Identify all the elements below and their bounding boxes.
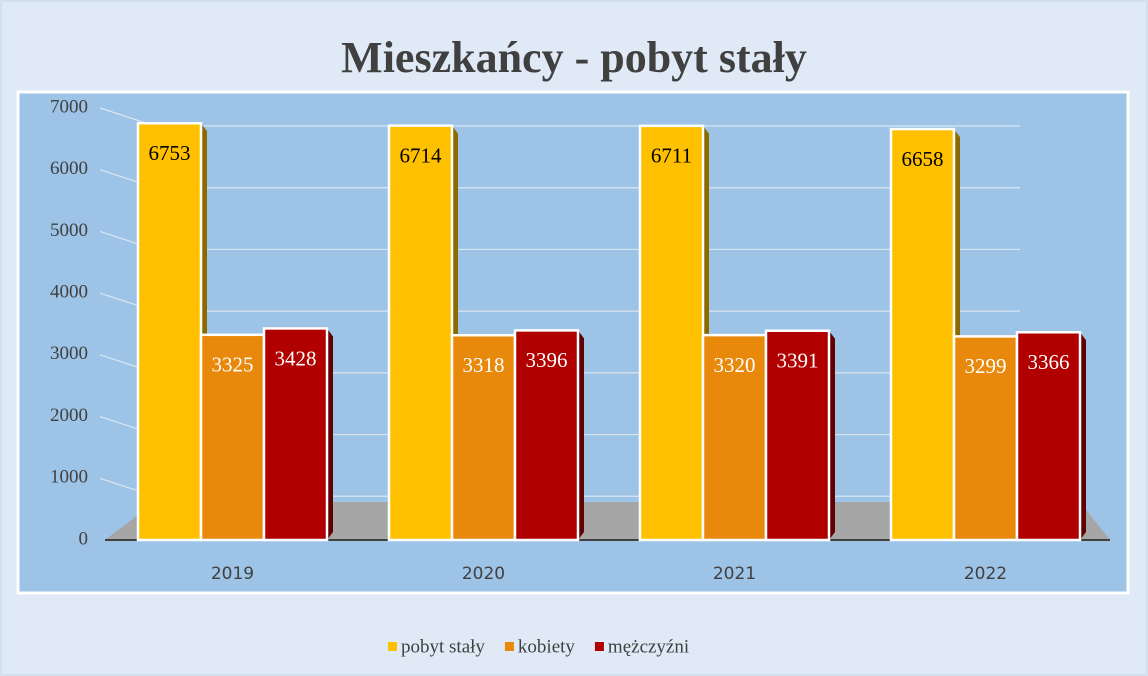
- bar: [889, 127, 956, 542]
- bar: [262, 327, 329, 542]
- bar: [199, 333, 266, 542]
- x-tick-label: 2019: [211, 564, 254, 584]
- y-tick-label: 7000: [50, 96, 88, 117]
- data-label: 3325: [212, 353, 254, 377]
- data-label: 3428: [275, 346, 317, 370]
- y-tick-label: 6000: [50, 158, 88, 179]
- data-label: 3366: [1028, 350, 1070, 374]
- x-tick-label: 2020: [462, 564, 505, 584]
- y-tick-label: 0: [79, 528, 89, 549]
- data-label: 3318: [463, 353, 505, 377]
- data-label: 6711: [651, 144, 692, 168]
- data-label: 3299: [965, 354, 1007, 378]
- legend-label: kobiety: [518, 636, 575, 657]
- y-tick-label: 1000: [50, 467, 88, 488]
- bar: [513, 329, 580, 542]
- bar-side: [578, 330, 584, 540]
- data-label: 6753: [149, 141, 191, 165]
- bar: [638, 124, 705, 542]
- floor: [105, 502, 1110, 540]
- y-tick-label: 2000: [50, 405, 88, 426]
- y-tick-label: 4000: [50, 282, 88, 303]
- legend-swatch: [388, 642, 397, 651]
- data-label: 3320: [714, 353, 756, 377]
- chart-title: Mieszkańcy - pobyt stały: [341, 33, 807, 82]
- data-label: 6658: [902, 147, 944, 171]
- bar: [136, 121, 203, 542]
- legend-swatch: [504, 642, 514, 651]
- legend-swatch: [594, 642, 604, 651]
- y-tick-label: 3000: [50, 343, 88, 364]
- x-tick-label: 2021: [713, 564, 756, 584]
- bar: [701, 333, 768, 542]
- x-tick-label: 2022: [964, 564, 1007, 584]
- bar-side: [829, 330, 835, 540]
- legend: pobyt stały kobiety mężczyźni: [388, 636, 689, 657]
- data-label: 3396: [526, 348, 568, 372]
- bar: [1015, 331, 1082, 542]
- bar: [952, 335, 1019, 542]
- legend-label: pobyt stały: [401, 636, 485, 657]
- data-label: 3391: [777, 349, 819, 373]
- data-label: 6714: [400, 143, 443, 167]
- bar: [387, 124, 454, 542]
- y-tick-label: 5000: [50, 220, 88, 241]
- bar-side: [327, 328, 333, 540]
- bar-side: [1080, 332, 1086, 540]
- bar: [764, 329, 831, 542]
- legend-label: mężczyźni: [608, 636, 689, 657]
